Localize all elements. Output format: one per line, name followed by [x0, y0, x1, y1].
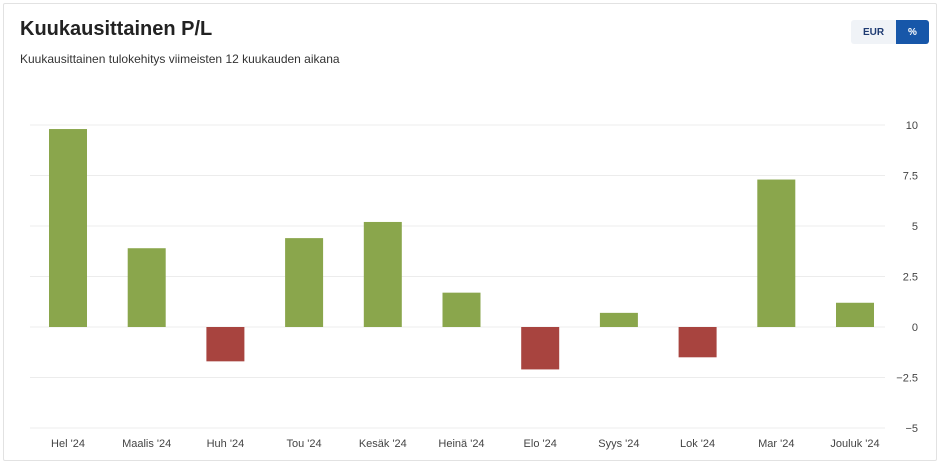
x-tick-label: Hel '24 [51, 438, 85, 450]
x-tick-label: Kesäk '24 [359, 438, 407, 450]
percent-toggle-button[interactable]: % [896, 20, 929, 44]
y-tick-label: 5 [912, 221, 918, 233]
y-tick-label: −2.5 [896, 373, 918, 385]
bar-11 [836, 302, 874, 327]
bar-5 [363, 221, 402, 327]
bar-9 [678, 327, 717, 358]
bar-2 [127, 248, 166, 327]
unit-toggle: EUR % [851, 20, 929, 44]
x-tick-label: Huh '24 [207, 438, 245, 450]
y-tick-label: 10 [906, 120, 918, 132]
x-tick-label: Mar '24 [758, 438, 794, 450]
eur-toggle-button[interactable]: EUR [851, 20, 896, 44]
y-tick-label: 7.5 [903, 171, 918, 183]
bar-6 [442, 292, 481, 327]
x-tick-label: Maalis '24 [122, 438, 171, 450]
x-tick-label: Jouluk '24 [830, 438, 879, 450]
bar-8 [599, 312, 638, 327]
bar-7 [521, 327, 560, 370]
bar-10 [757, 179, 796, 327]
bar-4 [285, 238, 324, 327]
bar-3 [206, 327, 245, 362]
y-tick-label: 0 [912, 322, 918, 334]
x-tick-label: Tou '24 [287, 438, 322, 450]
x-tick-label: Lok '24 [680, 438, 715, 450]
chart-title: Kuukausittainen P/L [20, 18, 213, 40]
bar-1 [49, 129, 87, 327]
chart-subtitle: Kuukausittainen tulokehitys viimeisten 1… [20, 52, 340, 66]
x-tick-label: Heinä '24 [438, 438, 484, 450]
y-tick-label: 2.5 [903, 272, 918, 284]
x-tick-label: Elo '24 [524, 438, 557, 450]
y-tick-label: −5 [905, 423, 918, 435]
x-tick-label: Syys '24 [598, 438, 639, 450]
